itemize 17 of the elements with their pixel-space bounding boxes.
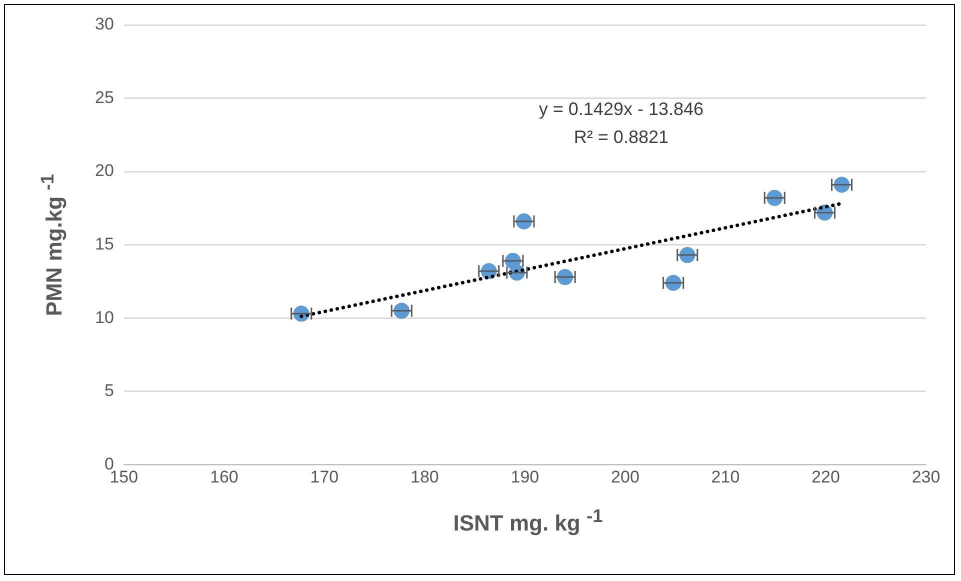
y-tick-label: 20	[94, 161, 114, 180]
y-tick-label: 10	[94, 308, 114, 327]
x-tick-label: 170	[310, 467, 339, 486]
x-tick-label: 210	[711, 467, 740, 486]
x-tick-label: 220	[812, 467, 840, 486]
x-tick-label: 190	[510, 467, 540, 486]
x-tick-label: 180	[410, 467, 439, 486]
annotation: R² = 0.8821	[574, 126, 668, 147]
y-tick-label: 5	[104, 381, 114, 400]
x-tick-label: 160	[210, 467, 238, 486]
x-tick-label: 230	[912, 467, 940, 486]
y-tick-label: 25	[94, 88, 114, 107]
annotation: y = 0.1429x - 13.846	[538, 98, 704, 119]
y-tick-label: 15	[94, 234, 114, 254]
x-tick-label: 200	[611, 467, 640, 486]
x-axis-title: ISNT mg. kg $^{-1}$	[453, 505, 603, 536]
y-tick-label: 30	[94, 14, 114, 34]
